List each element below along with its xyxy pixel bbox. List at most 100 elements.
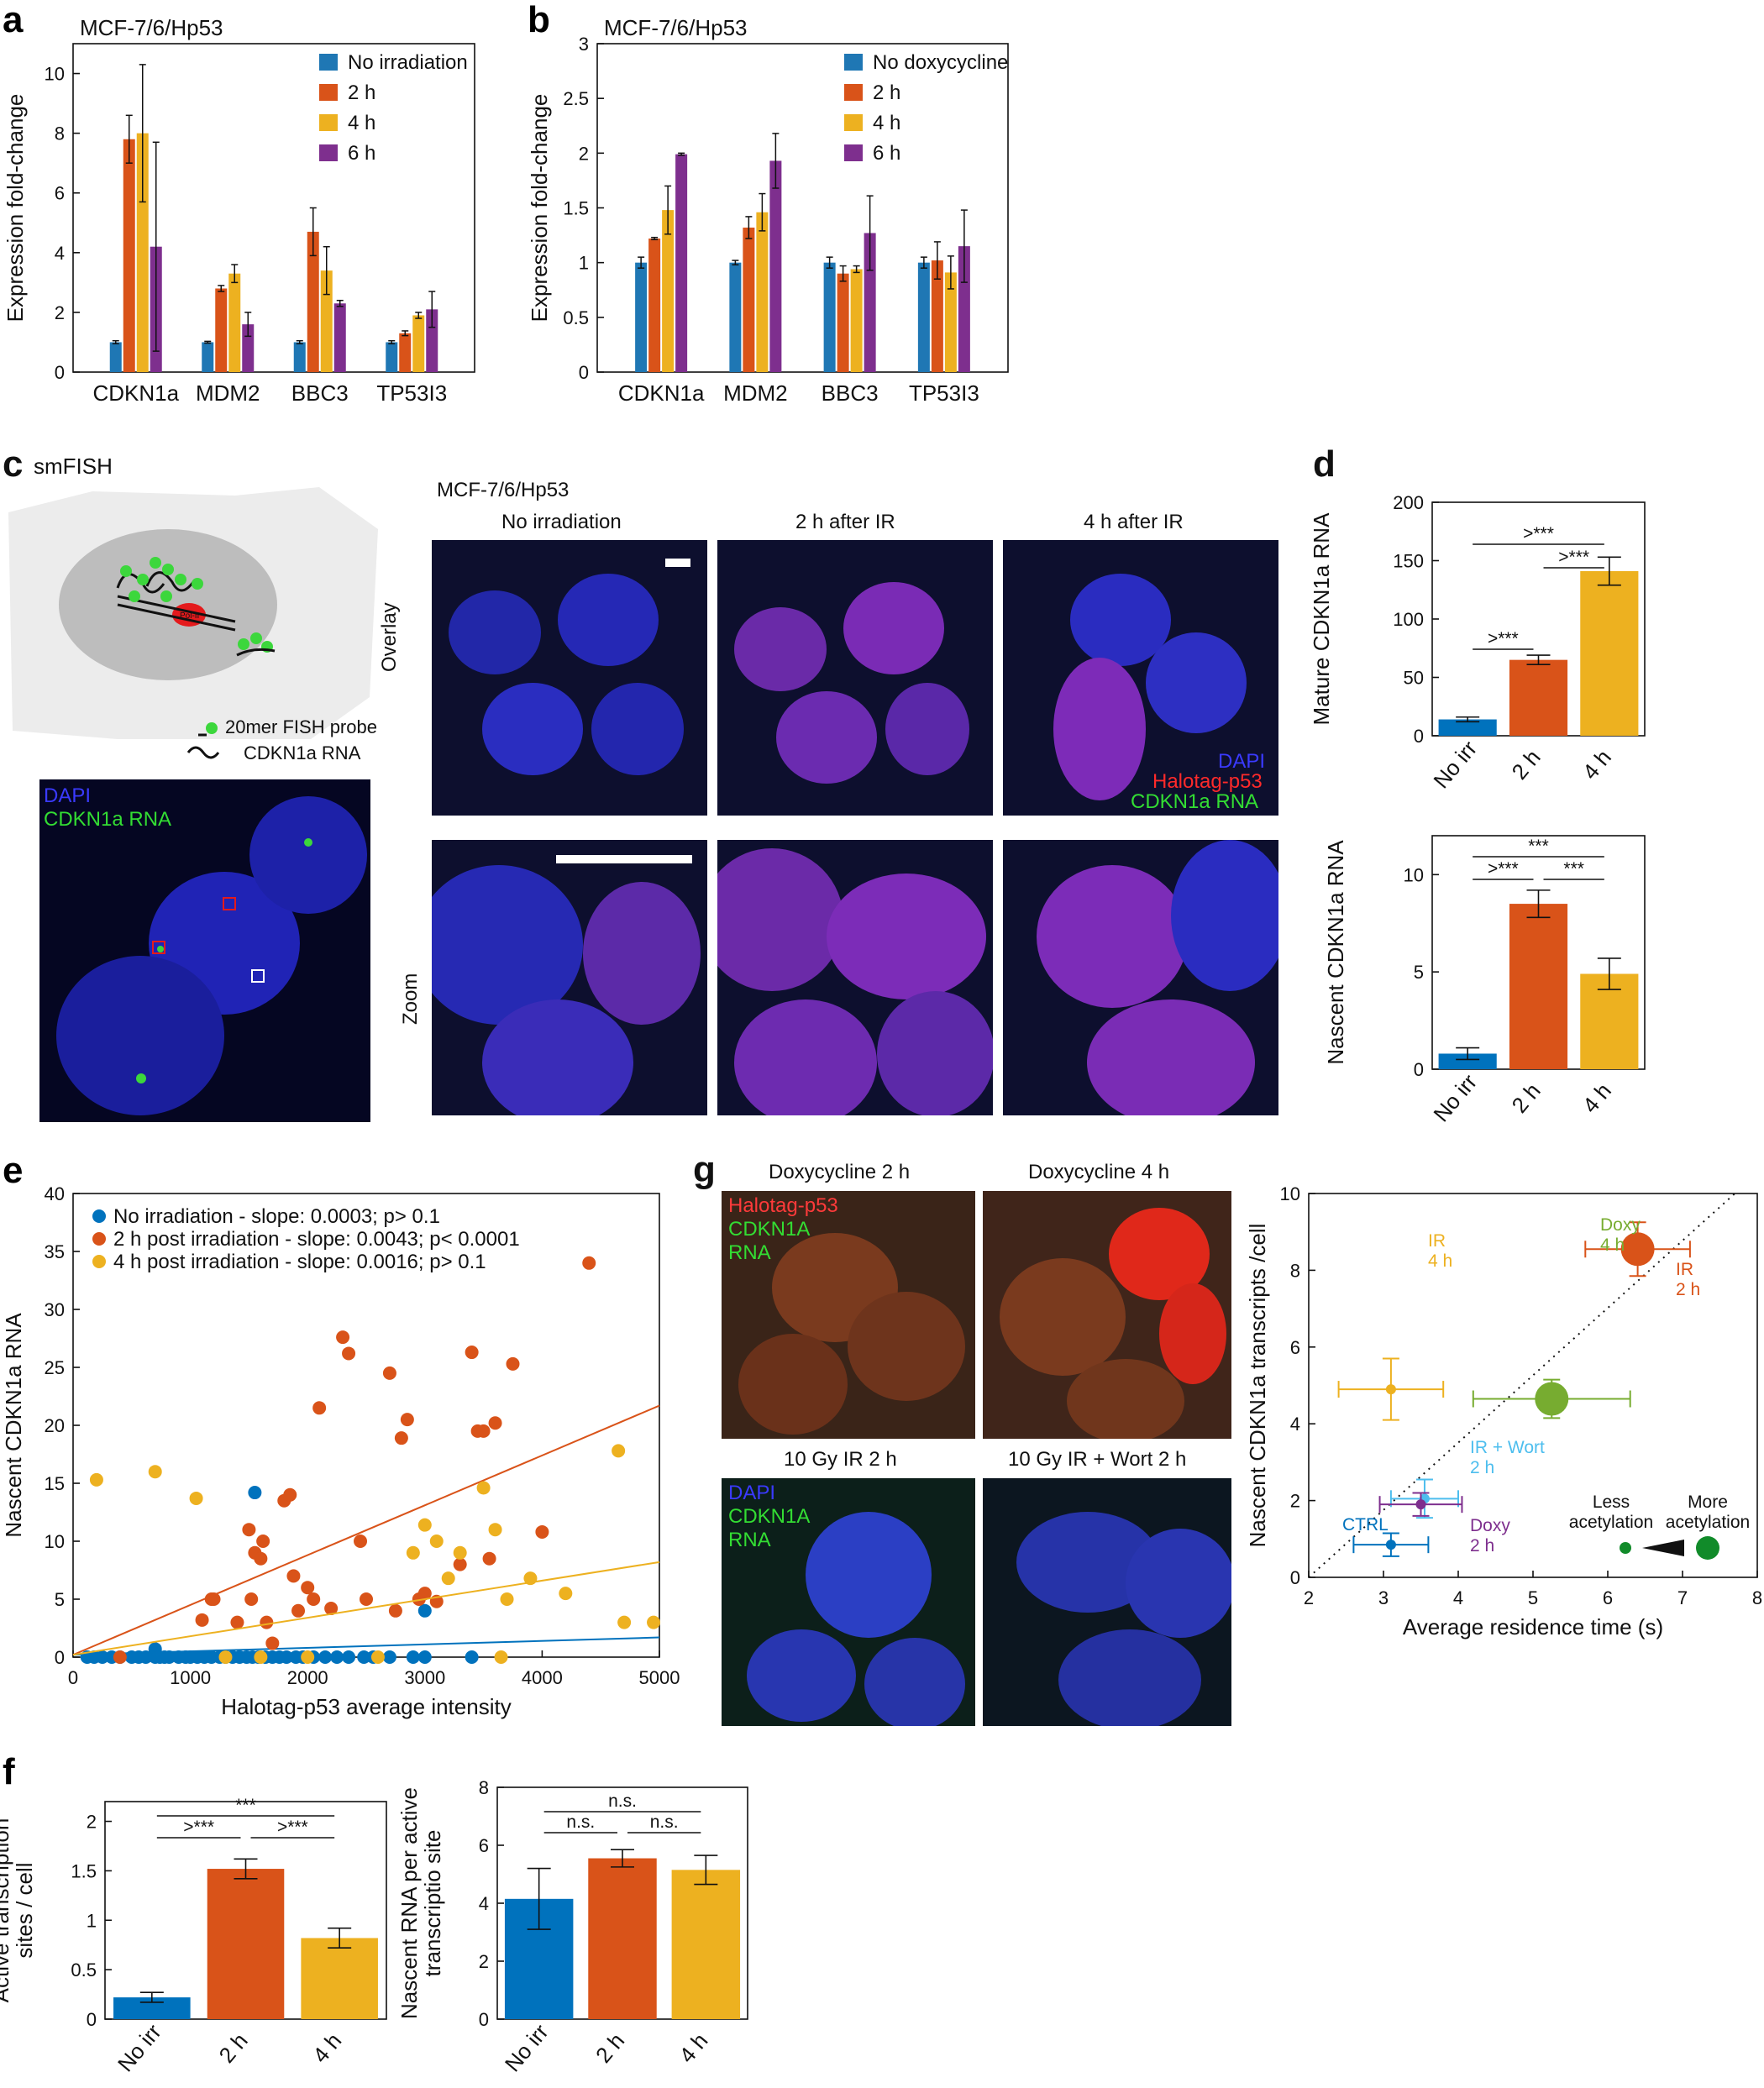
- y-tick-label: 6: [479, 1835, 489, 1856]
- pol2-label: Pol-II: [180, 611, 199, 621]
- chart-title: MCF-7/6/Hp53: [604, 15, 748, 40]
- scatter-point: [148, 1465, 162, 1479]
- legend-label: 2 h post irradiation - slope: 0.0043; p<…: [113, 1228, 520, 1251]
- y-tick-label: 1.5: [71, 1860, 97, 1881]
- bar: [917, 262, 930, 372]
- bar: [958, 246, 970, 372]
- overlay-4h: DAPI Halotag-p53 CDKN1a RNA: [1003, 540, 1278, 816]
- scatter-point: [113, 1650, 127, 1664]
- y-tick-label: 1: [579, 253, 589, 274]
- scatter-point: [417, 1650, 432, 1664]
- scatter-point: [342, 1346, 356, 1361]
- bar: [1509, 659, 1568, 736]
- scatter-series: [89, 1444, 661, 1664]
- scatter-point: [1535, 1382, 1569, 1416]
- legend-label: 2 h: [348, 81, 375, 104]
- x-tick-label: 3000: [404, 1667, 445, 1688]
- y-tick-label: 10: [45, 1531, 65, 1552]
- y-tick-label: 8: [479, 1777, 489, 1798]
- acetylation-arrow-icon: [1642, 1540, 1684, 1556]
- x-tick-label: 8: [1752, 1587, 1762, 1608]
- regression-line: [72, 1404, 660, 1656]
- bar: [399, 333, 412, 372]
- scatter-point: [336, 1330, 350, 1345]
- col-title-no-irradiation: No irradiation: [501, 511, 622, 533]
- scatter-point: [506, 1356, 520, 1371]
- panel-b-label: b: [528, 0, 550, 40]
- point-label: IR 4 h: [1428, 1231, 1452, 1271]
- y-tick-label: 6: [1290, 1337, 1300, 1358]
- x-category-label: BBC3: [822, 380, 879, 406]
- y-axis-label: Nascent RNA per activetranscriptio site: [396, 1787, 445, 2019]
- legend-swatch: [844, 114, 863, 131]
- scatter-point: [256, 1535, 270, 1548]
- g-image-doxy-4h: [983, 1191, 1231, 1439]
- scatter-point: [488, 1416, 502, 1430]
- bar: [931, 260, 943, 372]
- scatter-point: [417, 1587, 432, 1601]
- scatter-point: [388, 1603, 402, 1618]
- scatter-point: [286, 1569, 301, 1583]
- scatter-point: [1415, 1499, 1426, 1510]
- scatter-point: [312, 1401, 327, 1415]
- scatter-point: [307, 1592, 321, 1606]
- overlay-legend-halotag: Halotag-p53: [1152, 770, 1263, 793]
- bar: [207, 1869, 285, 2019]
- bar: [769, 160, 782, 372]
- legend-swatch: [319, 114, 338, 131]
- bar: [412, 315, 425, 372]
- x-tick-label: 2: [1304, 1587, 1314, 1608]
- scatter-point: [254, 1551, 268, 1566]
- y-tick-label: 0: [87, 2009, 97, 2030]
- x-category-label: TP53I3: [376, 380, 447, 406]
- g-title-ir-2h: 10 Gy IR 2 h: [784, 1448, 897, 1471]
- y-tick-label: 20: [45, 1415, 65, 1436]
- bar: [1438, 719, 1497, 736]
- significance-label: >***: [1488, 859, 1519, 879]
- y-axis-label: Nascent CDKN1a transcripts /cell: [1245, 1224, 1270, 1548]
- x-axis-label: Average residence time (s): [1403, 1614, 1663, 1639]
- y-tick-label: 1.5: [563, 198, 589, 219]
- x-tick-label: 1000: [170, 1667, 211, 1688]
- scatter-point: [429, 1535, 444, 1548]
- scatter-point: [612, 1444, 626, 1458]
- y-tick-label: 2: [1290, 1491, 1300, 1512]
- scatter-point: [582, 1256, 596, 1270]
- g-legend-halotag: Halotag-p53: [728, 1194, 838, 1217]
- legend-label: 2 h: [873, 81, 900, 104]
- y-tick-label: 0: [1290, 1567, 1300, 1588]
- scatter-point: [360, 1592, 373, 1606]
- significance-label: n.s.: [650, 1813, 679, 1832]
- bar: [850, 269, 863, 372]
- x-category-label: 4 h: [1578, 1078, 1616, 1118]
- bar: [662, 210, 675, 372]
- scatter-point: [283, 1487, 297, 1502]
- scatter-point: [406, 1650, 420, 1664]
- bar: [944, 272, 957, 372]
- bar: [837, 273, 849, 372]
- overlay-legend-dapi: DAPI: [1218, 750, 1266, 773]
- significance-label: >***: [1558, 548, 1589, 567]
- x-axis-label: Halotag-p53 average intensity: [221, 1694, 511, 1719]
- scatter-point: [330, 1650, 344, 1664]
- scatter-point: [139, 1650, 153, 1664]
- plot-frame: [72, 43, 475, 373]
- bar: [864, 233, 876, 372]
- x-category-label: 2 h: [213, 2028, 252, 2068]
- g-title-doxy-2h: Doxycycline 2 h: [769, 1161, 911, 1183]
- x-category-label: 4 h: [1578, 745, 1616, 784]
- panel-f-label: f: [3, 1751, 15, 1792]
- legend-marker: [92, 1232, 106, 1246]
- bar: [426, 309, 438, 372]
- y-tick-label: 0.5: [563, 307, 589, 328]
- x-category-label: MDM2: [723, 380, 788, 406]
- x-category-label: No irr: [500, 2019, 554, 2076]
- col-title-4h: 4 h after IR: [1084, 511, 1184, 533]
- scatter-point: [400, 1413, 414, 1427]
- zoom-2h: [717, 840, 993, 1115]
- scatter-point: [559, 1587, 573, 1601]
- bar: [1509, 904, 1568, 1069]
- y-tick-label: 10: [45, 64, 65, 85]
- y-tick-label: 10: [1404, 864, 1424, 885]
